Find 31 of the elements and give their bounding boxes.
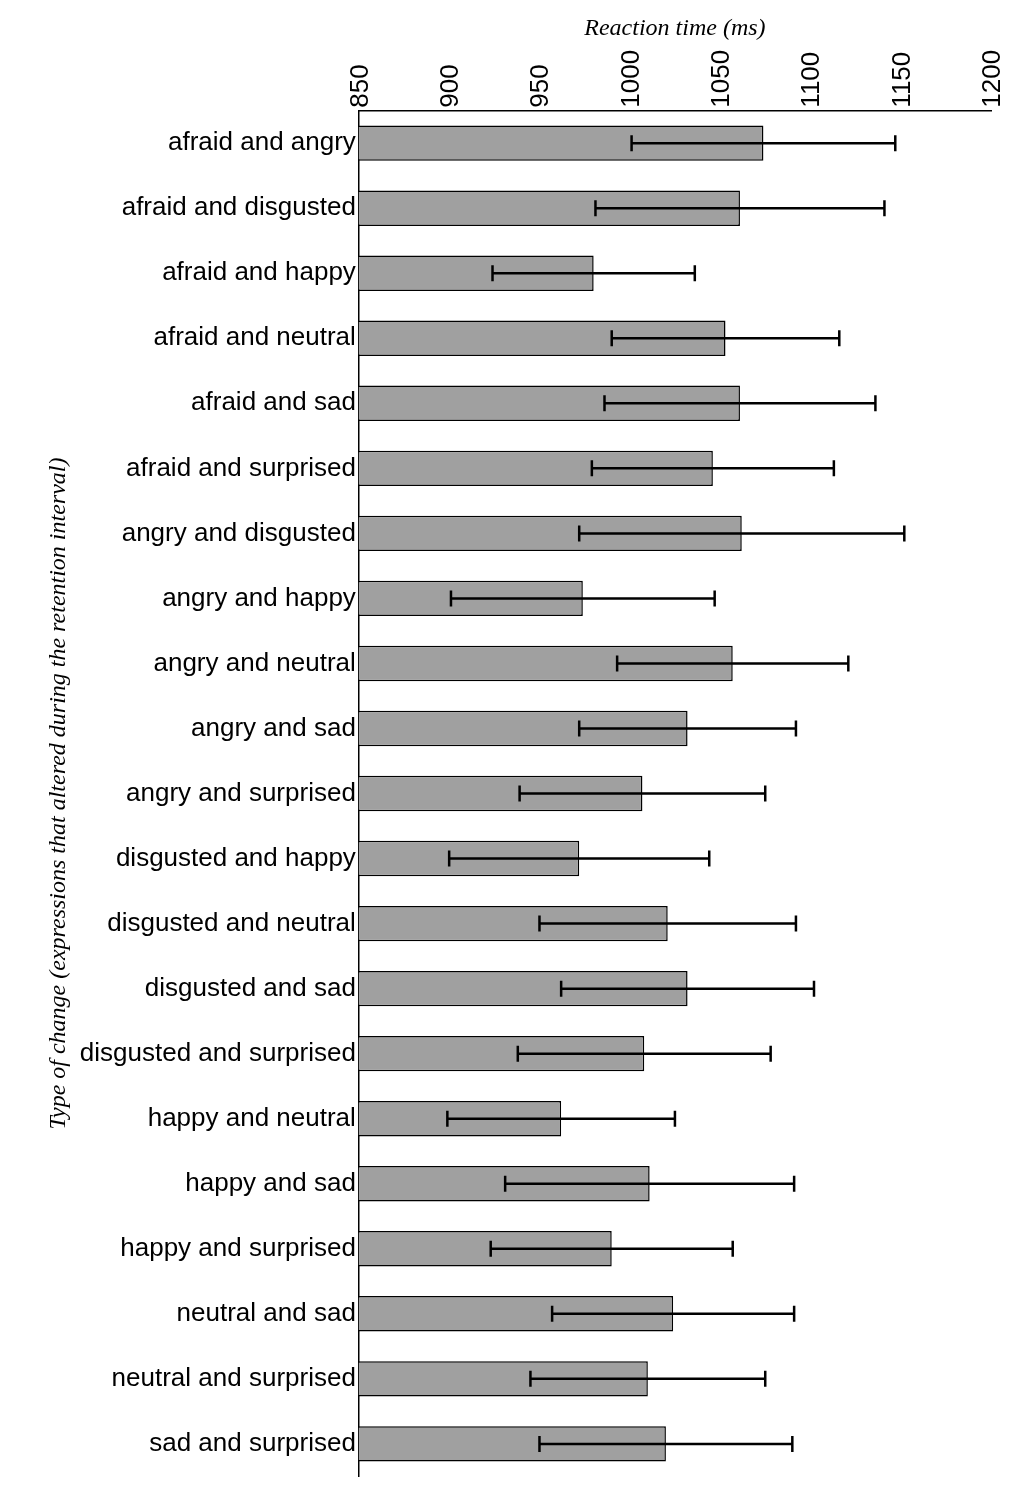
y-tick-label: disgusted and sad: [144, 971, 356, 1002]
y-tick-label: angry and surprised: [126, 776, 356, 807]
y-tick-label: angry and neutral: [153, 646, 356, 677]
x-tick-label: 1200: [975, 49, 1006, 108]
y-tick-label: angry and disgusted: [121, 516, 356, 547]
y-tick-label: disgusted and happy: [115, 841, 356, 872]
y-tick-label: disgusted and surprised: [79, 1036, 356, 1067]
x-tick-label: 900: [434, 64, 465, 108]
y-axis-title: Type of change (expressions that altered during the retention interval): [43, 457, 70, 1130]
x-tick-label: 1150: [885, 51, 916, 108]
x-tick-label: 1050: [705, 49, 736, 108]
x-tick-label: 1000: [614, 49, 645, 108]
y-tick-label: happy and surprised: [120, 1231, 356, 1262]
y-tick-label: afraid and disgusted: [121, 191, 356, 222]
y-tick-label: angry and sad: [191, 711, 356, 742]
y-tick-label: afraid and neutral: [153, 321, 356, 352]
y-tick-label: afraid and sad: [191, 386, 356, 417]
x-tick-label: 1100: [795, 51, 826, 108]
y-tick-label: angry and happy: [162, 581, 356, 612]
x-tick-label: 850: [343, 64, 374, 108]
y-tick-label: afraid and angry: [167, 126, 356, 157]
y-tick-label: neutral and surprised: [111, 1362, 356, 1393]
y-tick-label: disgusted and neutral: [107, 906, 356, 937]
y-tick-label: afraid and surprised: [126, 451, 356, 482]
x-tick-label: 950: [524, 64, 555, 108]
y-tick-label: sad and surprised: [149, 1427, 356, 1458]
y-tick-label: neutral and sad: [176, 1296, 356, 1327]
y-tick-label: afraid and happy: [162, 256, 356, 287]
x-axis-title: Reaction time (ms): [583, 13, 766, 40]
y-tick-label: happy and sad: [185, 1166, 356, 1197]
y-tick-label: happy and neutral: [147, 1101, 356, 1132]
